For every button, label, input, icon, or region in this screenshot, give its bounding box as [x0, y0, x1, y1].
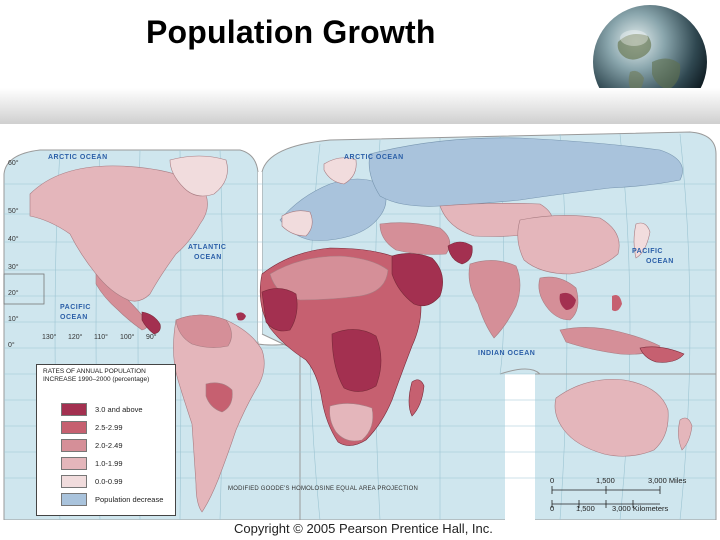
caribbean-island [236, 312, 246, 321]
projection-gap-left [258, 172, 262, 342]
longitude-label-90: 90° [146, 334, 157, 341]
legend-label-high: 2.5-2.99 [95, 423, 123, 432]
legend-label-medium: 2.0-2.49 [95, 441, 123, 450]
legend-title: RATES OF ANNUAL POPULATION INCREASE 1990… [43, 368, 150, 383]
latitude-label-0: 0° [8, 342, 15, 349]
south-america [173, 314, 265, 513]
bolivia-paraguay [205, 382, 233, 413]
latitude-label-60: 60° [8, 160, 19, 167]
pacific-ocean-left-line2: OCEAN [60, 314, 88, 321]
legend-row-lowest: 0.0-0.99 [61, 475, 173, 488]
legend-row-decrease: Population decrease [61, 493, 173, 511]
arctic-ocean-label-right: ARCTIC OCEAN [344, 154, 404, 161]
projection-gap-pacific [505, 374, 535, 520]
legend-swatch-lowest [61, 475, 87, 488]
arctic-ocean-label-left: ARCTIC OCEAN [48, 154, 108, 161]
legend-swatch-low [61, 457, 87, 470]
scale-bar-labels: 0 1,500 3,000 Miles 0 1,500 3,000 Kilome… [540, 474, 710, 520]
west-africa-high [261, 288, 298, 332]
japan [633, 222, 651, 259]
scale-bar [551, 486, 661, 508]
projection-gap-indian [499, 368, 541, 375]
southern-africa [329, 403, 374, 442]
russia [368, 137, 683, 207]
latitude-label-30: 30° [8, 264, 19, 271]
legend-swatch-high [61, 421, 87, 434]
arabian-peninsula [391, 253, 443, 307]
world-map-svg [3, 131, 717, 520]
greenland [169, 155, 228, 197]
header-band [0, 88, 720, 124]
central-africa-high [331, 329, 382, 392]
hawaii-inset [3, 273, 45, 305]
legend-label-low: 1.0-1.99 [95, 459, 123, 468]
afghanistan [447, 241, 473, 265]
new-guinea [639, 346, 685, 363]
latitude-label-10: 10° [8, 316, 19, 323]
scale-km-mid: 1,500 [576, 504, 595, 513]
western-europe [281, 210, 313, 237]
south-asia [468, 260, 521, 339]
legend-label-highest: 3.0 and above [95, 405, 143, 414]
slide-title: Population Growth [146, 14, 436, 50]
legend-label-lowest: 0.0-0.99 [95, 477, 123, 486]
new-zealand [678, 417, 693, 451]
scale-miles-end: 3,000 Miles [648, 476, 687, 485]
scandinavia [323, 157, 357, 185]
longitude-label-100: 100° [120, 334, 135, 341]
pacific-ocean-right-line1: PACIFIC [632, 248, 663, 255]
pacific-ocean-right-line2: OCEAN [646, 258, 674, 265]
scale-miles-mid: 1,500 [596, 476, 615, 485]
legend-row-medium: 2.0-2.49 [61, 439, 173, 452]
atlantic-ocean-label-line1: ATLANTIC [188, 244, 227, 251]
scale-km-start: 0 [550, 504, 555, 513]
legend-label-decrease: Population decrease [95, 495, 164, 504]
copyright-text: Copyright © 2005 Pearson Prentice Hall, … [234, 521, 493, 536]
latitude-label-40: 40° [8, 236, 19, 243]
legend-swatch-highest [61, 403, 87, 416]
australia [554, 379, 669, 457]
projection-note: MODIFIED GOODE'S HOMOLOSINE EQUAL AREA P… [228, 486, 419, 492]
madagascar [408, 379, 425, 417]
longitude-label-120: 120° [68, 334, 83, 341]
latitude-label-50: 50° [8, 208, 19, 215]
china [517, 215, 620, 275]
map-legend: RATES OF ANNUAL POPULATION INCREASE 1990… [36, 364, 176, 516]
atlantic-ocean-label-line2: OCEAN [194, 254, 222, 261]
scale-km-end: 3,000 Kilometers [612, 504, 669, 513]
philippines [612, 295, 622, 312]
central-america [141, 311, 161, 335]
latitude-label-20: 20° [8, 290, 19, 297]
legend-row-low: 1.0-1.99 [61, 457, 173, 470]
indonesia [559, 327, 661, 355]
indian-ocean-label: INDIAN OCEAN [478, 350, 536, 357]
scale-miles-start: 0 [550, 476, 555, 485]
legend-row-highest: 3.0 and above [61, 403, 173, 416]
laos-high [559, 292, 576, 310]
pacific-ocean-left-line1: PACIFIC [60, 304, 91, 311]
north-america [29, 165, 208, 302]
legend-swatch-medium [61, 439, 87, 452]
south-america-north [175, 314, 232, 348]
longitude-label-130: 130° [42, 334, 57, 341]
longitude-label-110: 110° [94, 334, 108, 341]
legend-swatch-decrease [61, 493, 87, 506]
legend-row-high: 2.5-2.99 [61, 421, 173, 434]
population-growth-map: ARCTIC OCEAN ARCTIC OCEAN ATLANTIC OCEAN… [0, 124, 720, 520]
middle-east [379, 222, 451, 255]
